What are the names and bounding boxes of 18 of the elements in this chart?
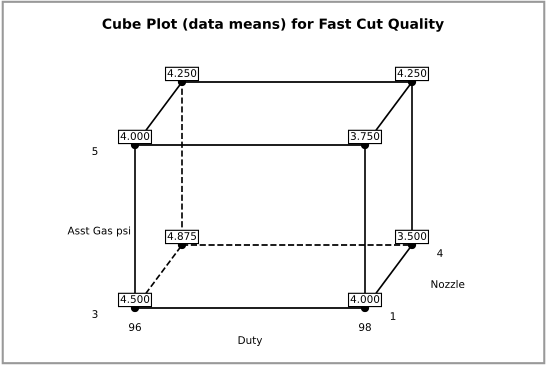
data-label: 3.500 <box>398 232 426 240</box>
data-label: 4.250 <box>398 69 426 77</box>
category-label: 98 <box>359 323 371 332</box>
data-label: 4.500 <box>120 295 150 303</box>
data-label: 4.875 <box>168 232 196 240</box>
text: Cube Plot (data means) for Fast Cut Quality <box>102 18 444 32</box>
text: Asst Gas psi <box>68 226 130 237</box>
category-label: 96 <box>129 323 141 332</box>
text: 5 <box>92 147 98 156</box>
data-label: 4.000 <box>350 295 380 303</box>
data-label: 4.250 <box>168 69 196 77</box>
text: 3 <box>92 310 98 318</box>
data-label: 4.000 <box>120 132 150 140</box>
text: Duty <box>238 336 262 346</box>
text: 1 <box>390 312 396 320</box>
data-label: 3.750 <box>350 132 380 140</box>
text: Nozzle <box>432 280 464 288</box>
text: 4 <box>437 249 443 257</box>
